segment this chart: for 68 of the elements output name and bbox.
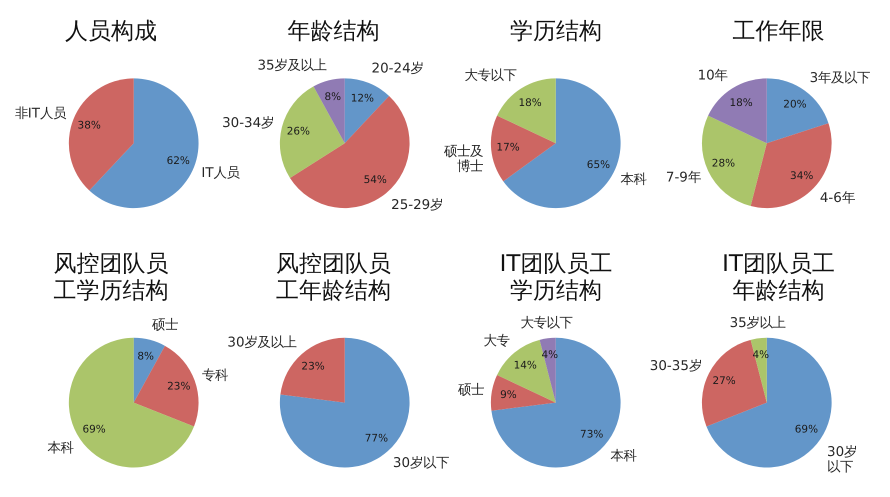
slice-label: 硕士 [456,383,484,398]
pie-slice [134,338,165,403]
chart-title: 人员构成 [65,18,157,44]
data-label: 9% [500,389,517,402]
data-label: 17% [496,142,520,154]
slice-label: 10年 [698,68,728,84]
chart-title: IT团队员工学历结构 [500,250,612,304]
data-label: 18% [729,96,753,109]
pie-slice [134,346,199,427]
data-label: 23% [167,380,190,392]
data-label: 20% [783,98,807,110]
slice-label: 30岁以下 [827,444,858,475]
slice-label: 本科 [610,448,636,464]
slice-label: 本科 [47,440,74,456]
data-label: 69% [82,424,106,436]
slice-label: 硕士 [150,318,178,333]
slice-label: 7-9年 [666,170,701,186]
pie-slice [490,375,556,411]
data-label: 62% [166,154,190,167]
chart-title: 工作年限 [732,18,824,44]
slice-label: 专科 [202,368,228,384]
pie-slice [702,116,767,206]
data-label: 8% [324,90,342,103]
pie-slice [280,86,345,178]
data-label: 26% [286,125,310,138]
data-label: 23% [301,360,325,373]
data-label: 73% [580,428,604,440]
data-label: 28% [712,158,736,170]
slice-label: IT人员 [201,166,240,181]
slice-label: 35岁以上 [730,316,786,331]
data-label: 65% [586,158,610,171]
chart-title: IT团队员工年龄结构 [722,250,835,304]
data-label: 77% [364,432,388,445]
slice-label: 35岁及以上 [257,58,327,74]
slice-label: 3年及以下 [810,71,870,86]
data-label: 69% [794,424,818,436]
data-label: 38% [78,120,101,132]
slice-label: 30-34岁 [222,116,274,132]
data-label: 14% [514,360,537,372]
slice-label: 硕士及博士 [443,144,484,174]
slice-label: 大专 [483,334,510,349]
slice-label: 30-35岁 [650,359,702,374]
slice-label: 25-29岁 [391,198,444,214]
slice-label: 本科 [620,172,647,188]
chart-title: 风控团队员工年龄结构 [276,250,391,304]
pie-slice [344,78,390,144]
chart-title: 风控团队员工学历结构 [54,250,168,304]
slice-label: 20-24岁 [372,62,424,77]
slice-label: 4-6年 [820,191,855,206]
chart-title: 学历结构 [510,18,602,44]
data-label: 4% [541,349,558,362]
pie-slice [540,338,556,403]
chart-title: 年龄结构 [288,18,380,44]
slice-label: 30岁及以上 [227,335,297,350]
data-label: 8% [137,350,154,362]
data-label: 54% [364,174,387,186]
pie-slice [490,116,556,182]
slice-label: 30岁以下 [392,456,450,471]
pie-slice [68,78,134,191]
slice-label: 大专以下 [520,316,573,331]
slice-label: 非IT人员 [14,106,66,122]
data-label: 27% [712,374,736,387]
data-label: 18% [518,96,542,109]
data-label: 34% [790,170,814,182]
slice-label: 大专以下 [464,68,517,84]
data-label: 12% [350,92,374,105]
pie-slice [313,78,345,144]
pie-slice [702,340,767,427]
